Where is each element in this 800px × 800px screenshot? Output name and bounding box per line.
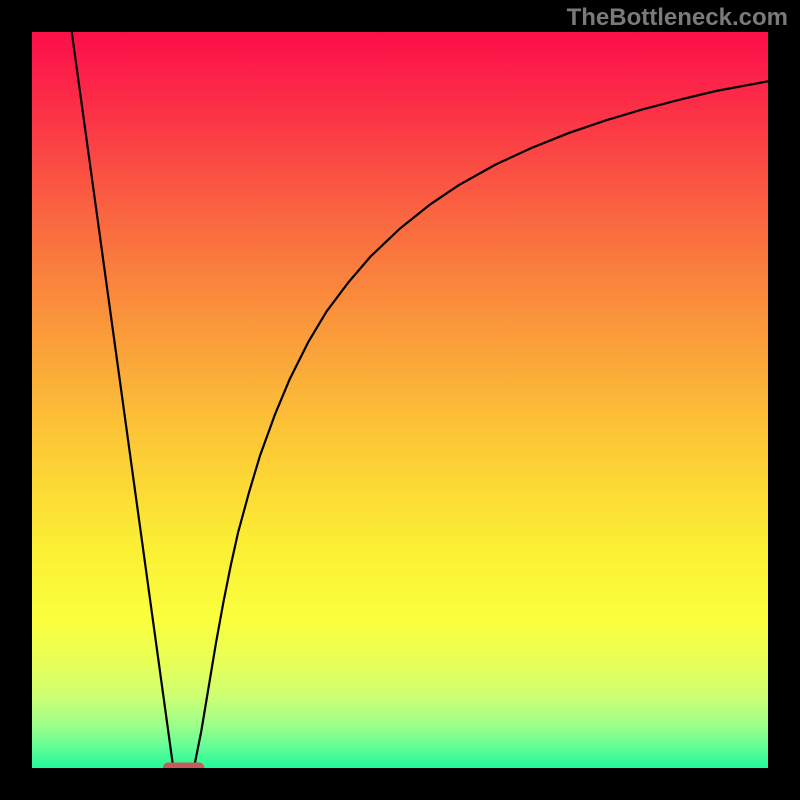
plot-svg — [32, 32, 768, 768]
watermark-text: TheBottleneck.com — [567, 4, 788, 32]
gradient-background — [32, 32, 768, 768]
minimum-marker — [163, 763, 203, 768]
plot-area — [32, 32, 768, 768]
figure-container: TheBottleneck.com — [0, 0, 800, 800]
